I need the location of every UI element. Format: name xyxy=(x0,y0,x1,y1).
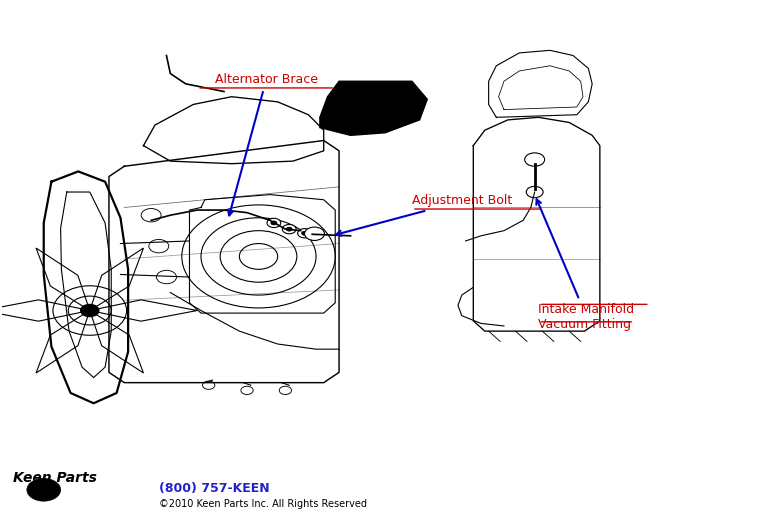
Text: ©2010 Keen Parts Inc. All Rights Reserved: ©2010 Keen Parts Inc. All Rights Reserve… xyxy=(159,499,367,509)
Polygon shape xyxy=(36,248,90,310)
Circle shape xyxy=(302,231,307,235)
Circle shape xyxy=(283,224,296,234)
Circle shape xyxy=(286,227,293,231)
Circle shape xyxy=(241,386,253,395)
Text: Alternator Brace: Alternator Brace xyxy=(215,74,318,215)
Text: (800) 757-KEEN: (800) 757-KEEN xyxy=(159,482,270,495)
Circle shape xyxy=(524,153,544,166)
Text: Intake Manifold
Vacuum Fitting: Intake Manifold Vacuum Fitting xyxy=(537,199,634,331)
Circle shape xyxy=(203,381,215,390)
Polygon shape xyxy=(320,81,427,135)
Circle shape xyxy=(305,227,324,240)
Circle shape xyxy=(271,221,277,225)
Circle shape xyxy=(267,218,281,227)
Text: Adjustment Bolt: Adjustment Bolt xyxy=(336,194,512,236)
Text: Keen Parts: Keen Parts xyxy=(13,471,97,485)
Circle shape xyxy=(81,305,99,316)
Polygon shape xyxy=(90,248,143,310)
Polygon shape xyxy=(90,310,143,373)
Polygon shape xyxy=(90,300,197,321)
Polygon shape xyxy=(0,300,90,321)
Circle shape xyxy=(526,186,543,198)
Circle shape xyxy=(27,479,61,501)
Polygon shape xyxy=(36,310,90,373)
Circle shape xyxy=(280,386,292,395)
Circle shape xyxy=(298,228,311,238)
Polygon shape xyxy=(143,97,323,164)
